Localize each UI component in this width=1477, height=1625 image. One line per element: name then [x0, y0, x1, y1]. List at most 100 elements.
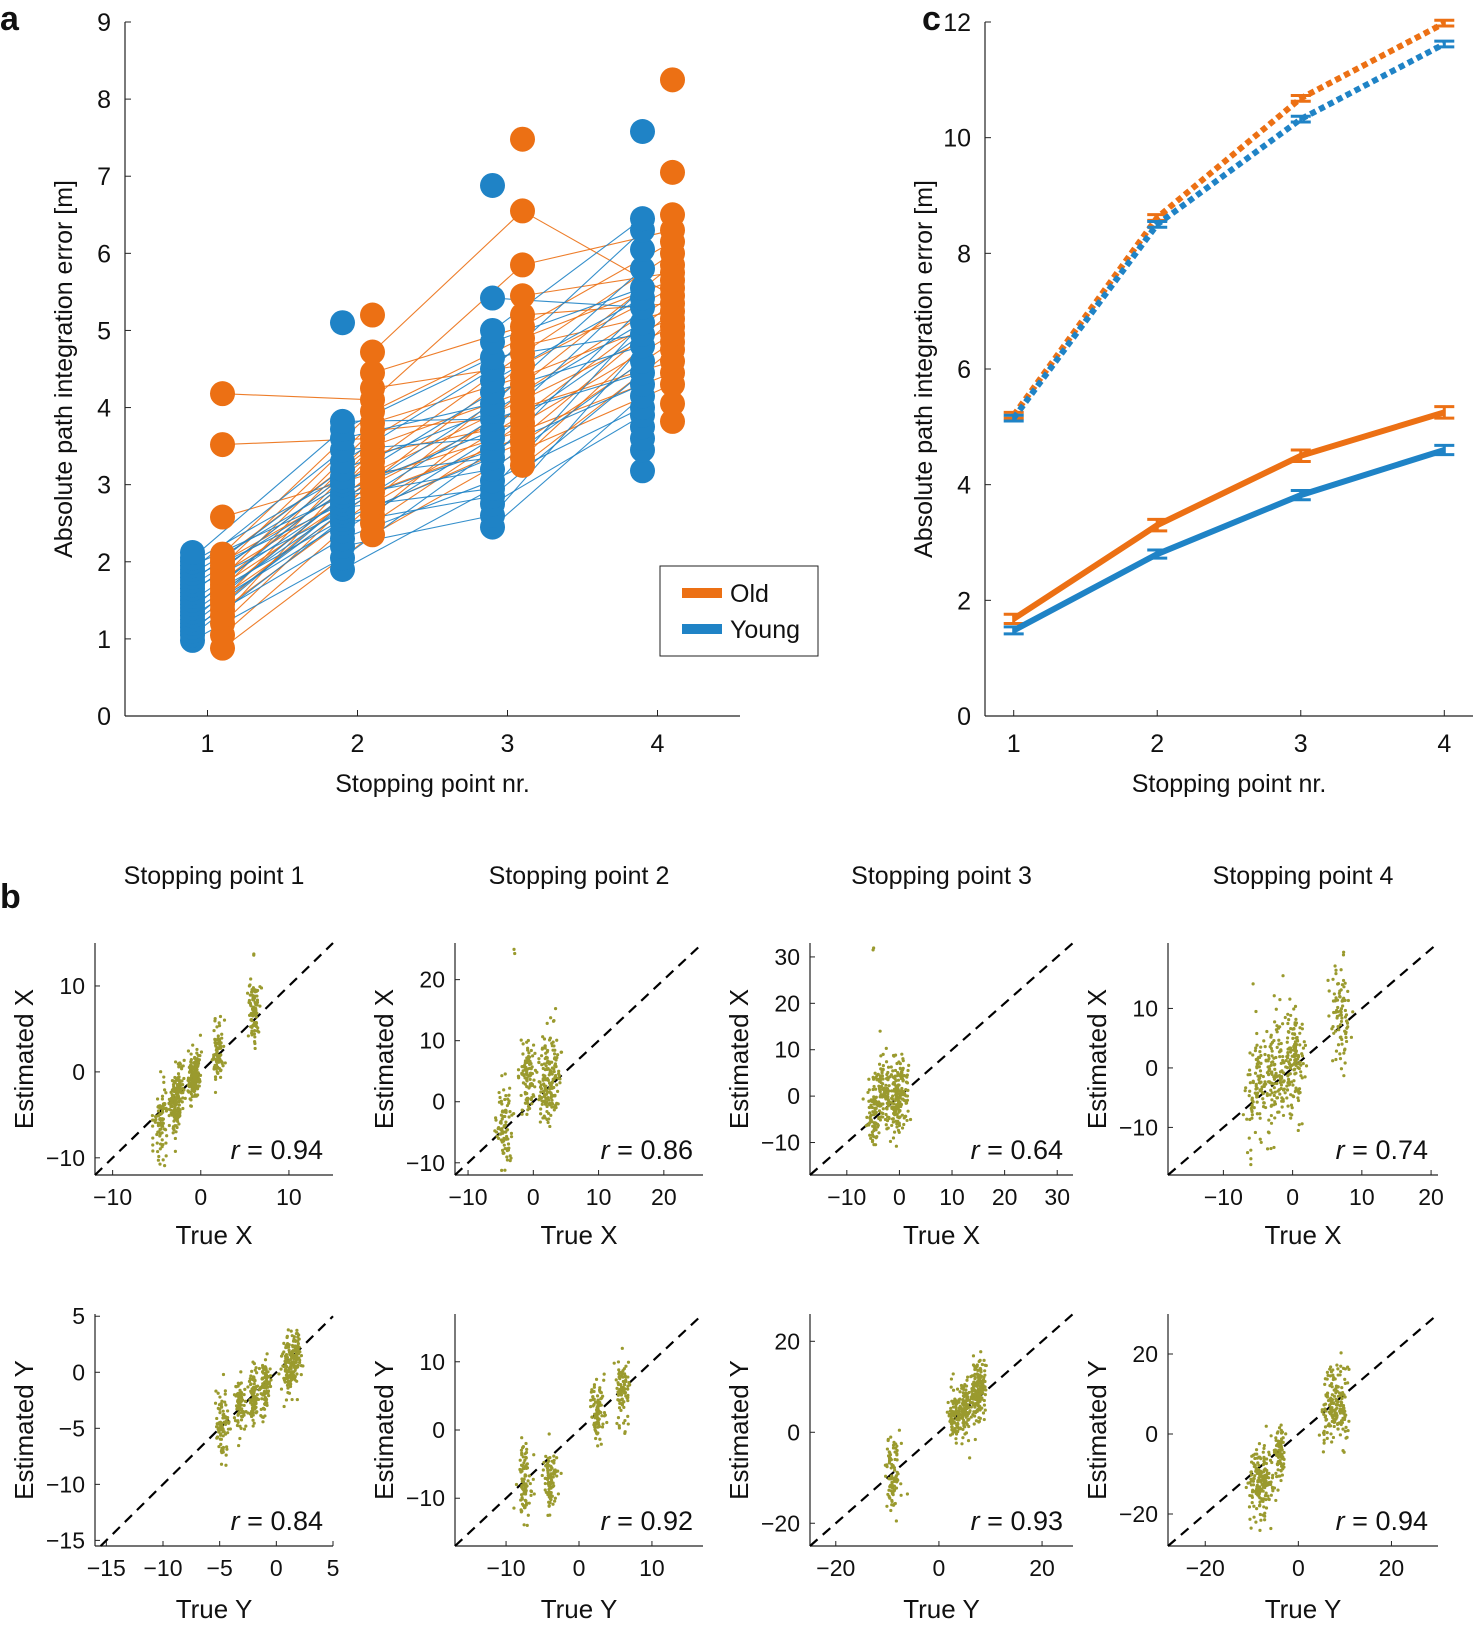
- b-scatter-point: [1258, 1112, 1262, 1116]
- b-scatter-point: [214, 1038, 218, 1042]
- b-scatter-point: [294, 1366, 298, 1370]
- b-scatter-point: [888, 1075, 892, 1079]
- b-scatter-point: [268, 1367, 272, 1371]
- b-scatter-point: [556, 1492, 561, 1496]
- b-scatter-point: [898, 1109, 902, 1113]
- b-scatter-point: [502, 1125, 506, 1129]
- b-scatter-point: [875, 1078, 879, 1082]
- b-scatter-point: [873, 1071, 877, 1075]
- b-scatter-point: [192, 1073, 196, 1077]
- b-scatter-point: [252, 1040, 257, 1044]
- b-scatter-point: [521, 1445, 526, 1449]
- b-scatter-point: [521, 1065, 526, 1069]
- b-scatter-point: [268, 1374, 273, 1378]
- b-y-tick-label: 0: [432, 1089, 445, 1115]
- b-scatter-point: [1270, 1091, 1274, 1095]
- b-x-tick-label: 0: [573, 1555, 586, 1581]
- b-scatter-point: [552, 1454, 556, 1458]
- b-scatter-point: [174, 1089, 178, 1094]
- b-scatter-point: [197, 1077, 202, 1082]
- b-scatter-point: [218, 1437, 222, 1441]
- b-scatter-point: [279, 1367, 283, 1371]
- b-scatter-point: [1342, 1074, 1346, 1078]
- b-scatter-point: [1343, 1047, 1347, 1051]
- b-x-tick-label: 10: [639, 1555, 665, 1581]
- b-x-tick-label: −20: [1186, 1555, 1225, 1581]
- b-scatter-point: [623, 1391, 628, 1395]
- b-x-tick-label: 20: [992, 1184, 1018, 1210]
- b-scatter-point: [214, 1067, 218, 1071]
- b-scatter-point: [1349, 1035, 1354, 1039]
- b-scatter-point: [526, 1054, 531, 1059]
- b-scatter-point: [171, 1126, 175, 1131]
- b-x-tick-label: 5: [327, 1555, 340, 1581]
- b-scatter-point: [1267, 1065, 1271, 1069]
- b-scatter-point: [1293, 1021, 1297, 1025]
- b-scatter-point: [157, 1130, 161, 1134]
- b-y-tick-label: −5: [59, 1415, 85, 1441]
- b-scatter-point: [958, 1426, 962, 1430]
- b-scatter-point: [1343, 1395, 1347, 1399]
- b-scatter-point: [1263, 1478, 1267, 1482]
- b-scatter-point: [520, 1112, 524, 1116]
- b-scatter-point: [263, 1380, 267, 1384]
- c-y-tick-label: 12: [943, 9, 971, 37]
- b-scatter-point: [188, 1084, 192, 1088]
- b-scatter-point: [1275, 1081, 1279, 1086]
- b-scatter-point: [196, 1093, 200, 1097]
- b-scatter-point: [866, 1090, 870, 1095]
- b-scatter-point: [164, 1109, 169, 1113]
- b-scatter-point: [528, 1077, 532, 1082]
- b-scatter-point: [1269, 1071, 1273, 1075]
- b-scatter-point: [527, 1074, 531, 1078]
- b-scatter-point: [962, 1422, 966, 1426]
- b-scatter-point: [504, 1110, 508, 1115]
- b-scatter-point: [1339, 1408, 1343, 1412]
- b-scatter-point: [1248, 1051, 1252, 1055]
- b-scatter-point: [1329, 1370, 1334, 1374]
- b-scatter-point: [504, 1120, 508, 1124]
- b-scatter-point: [1335, 1016, 1339, 1020]
- b-scatter-point: [1331, 999, 1336, 1003]
- b-scatter-point: [226, 1427, 231, 1431]
- b-scatter-point: [182, 1076, 186, 1081]
- b-scatter-point: [268, 1384, 273, 1389]
- panel-label-b: b: [0, 878, 21, 916]
- a-connecting-lines: [192, 210, 673, 649]
- b-scatter-point: [1292, 1026, 1296, 1031]
- b-scatter-point: [1289, 1103, 1294, 1107]
- a-point-old: [660, 67, 685, 93]
- b-scatter-point: [1254, 1046, 1258, 1050]
- b-scatter-point: [526, 1048, 530, 1052]
- b-scatter-point: [1262, 1039, 1266, 1043]
- a-point-young: [630, 236, 655, 262]
- b-scatter-point: [598, 1437, 602, 1441]
- a-point-young: [180, 540, 205, 566]
- b-scatter-point: [253, 1029, 257, 1033]
- b-scatter-point: [549, 1084, 553, 1088]
- b-scatter-point: [177, 1122, 181, 1126]
- b-y-tick-label: 0: [72, 1059, 85, 1085]
- b-scatter-point: [538, 1096, 542, 1101]
- b-scatter-point: [262, 1392, 267, 1396]
- b-x-tick-label: 0: [1286, 1184, 1299, 1210]
- b-scatter-point: [1301, 1046, 1306, 1050]
- b-x-axis-label: True Y: [176, 1594, 253, 1624]
- b-scatter-point: [266, 1370, 270, 1374]
- b-scatter-point: [533, 1085, 537, 1089]
- b-scatter-point: [172, 1093, 176, 1098]
- c-x-tick-label: 3: [1294, 730, 1308, 758]
- b-x-axis-label: True X: [540, 1220, 617, 1250]
- b-scatter-point: [1281, 1436, 1285, 1440]
- a-x-tick-label: 1: [201, 730, 215, 758]
- b-scatter-point: [226, 1416, 230, 1420]
- b-scatter-point: [965, 1378, 969, 1382]
- b-scatter-point: [1248, 1073, 1252, 1077]
- b-scatter-point: [502, 1143, 506, 1147]
- b-scatter-point: [1288, 1112, 1292, 1116]
- b-scatter-point: [980, 1397, 984, 1401]
- b-scatter-point: [890, 1485, 894, 1489]
- b-scatter-point: [1263, 1045, 1267, 1049]
- a-point-young: [480, 285, 505, 311]
